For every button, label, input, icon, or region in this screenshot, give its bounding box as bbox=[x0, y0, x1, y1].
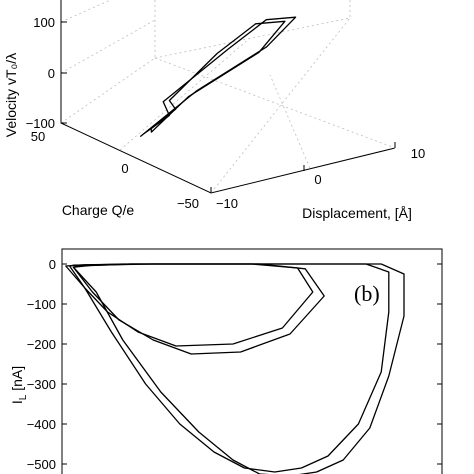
panel-a-ticks bbox=[61, 21, 396, 193]
panel-a-zlabel: Velocity vT₀/λ bbox=[3, 53, 19, 137]
panel-a-ytick-0: 0 bbox=[314, 172, 321, 187]
panel-a-3d-plot: 100 0 −100 50 0 −50 −10 0 10 Velocity vT… bbox=[3, 0, 425, 221]
panel-b-series-4 bbox=[72, 263, 405, 474]
panel-a-curves bbox=[140, 16, 297, 137]
panel-b-ylabel: IL [nA] bbox=[9, 366, 29, 404]
panel-a-front-edge bbox=[60, 0, 396, 194]
panel-a-ztick-100: 100 bbox=[33, 15, 55, 30]
panel-b-ylabel-sub: L bbox=[18, 394, 29, 400]
panel-b-series-1 bbox=[68, 263, 314, 347]
panel-b-ytick-label: −400 bbox=[27, 417, 56, 432]
panel-b-ytick-label: −300 bbox=[27, 377, 56, 392]
panel-b-ylabel-unit: [nA] bbox=[9, 366, 25, 395]
panel-b-series-3 bbox=[65, 263, 390, 473]
panel-b-series-2 bbox=[72, 263, 325, 355]
panel-a-ytick-10: 10 bbox=[411, 146, 425, 161]
panel-b-ytick-label: −100 bbox=[27, 297, 56, 312]
panel-b-ytick-label: −200 bbox=[27, 337, 56, 352]
panel-b-ytick-label: −500 bbox=[27, 457, 56, 472]
panel-a-ztick-neg100: −100 bbox=[26, 116, 55, 131]
panel-a-floor-diag bbox=[60, 57, 156, 124]
panel-a-grid-z0 bbox=[60, 19, 156, 74]
panel-b-plot: 0 −100 −200 −300 −400 −500 (b) IL [nA] bbox=[9, 248, 443, 474]
panel-a-ytick-neg10: −10 bbox=[216, 196, 238, 211]
panel-b-label: (b) bbox=[354, 281, 380, 306]
panel-a-back-wall bbox=[154, 0, 351, 59]
panel-a-grid-zero-floor bbox=[210, 17, 351, 194]
panel-a-floor-diag2 bbox=[154, 57, 396, 149]
panel-a-xtick-neg50: −50 bbox=[177, 196, 199, 211]
panel-a-xtick-0: 0 bbox=[121, 161, 128, 176]
panel-b-axes-box bbox=[61, 248, 443, 474]
panel-a-grid-z100 bbox=[60, 0, 112, 23]
panel-b-ylabel-main: I bbox=[9, 400, 25, 404]
panel-a-xlabel: Charge Q/e bbox=[62, 202, 135, 218]
panel-b-ytick-label: 0 bbox=[49, 257, 56, 272]
panel-a-xtick-50: 50 bbox=[31, 129, 45, 144]
panel-b-y-ticks: 0 −100 −200 −300 −400 −500 bbox=[27, 257, 442, 472]
panel-b-curves bbox=[65, 263, 405, 474]
panel-a-grid-mid2 bbox=[269, 74, 311, 169]
panel-a-grid-mid1 bbox=[119, 37, 251, 151]
panel-a-series-2 bbox=[140, 16, 297, 137]
panel-a-ylabel: Displacement, [Å] bbox=[302, 205, 412, 221]
panel-a-ztick-0: 0 bbox=[48, 66, 55, 81]
